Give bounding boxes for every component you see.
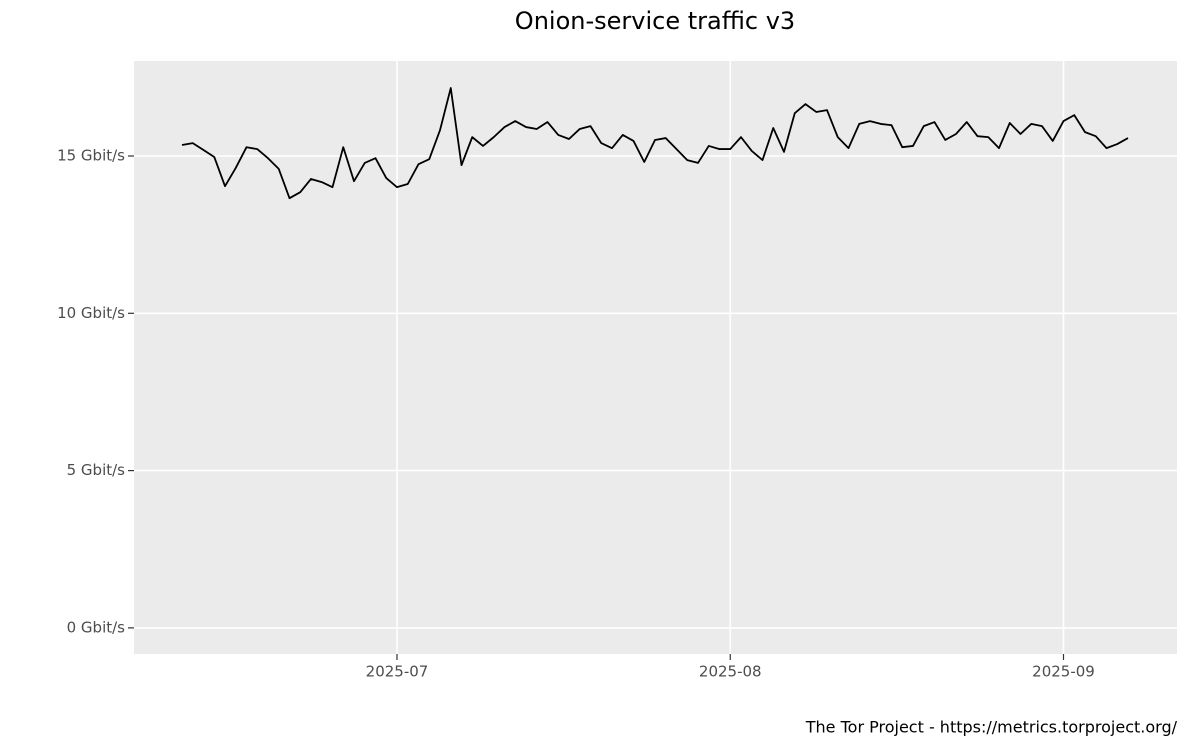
y-tick-label: 15 Gbit/s [57,147,125,165]
y-tick-label: 5 Gbit/s [67,461,126,479]
y-tick-label: 0 Gbit/s [67,618,126,636]
chart-title: Onion-service traffic v3 [515,7,795,35]
plot-panel [134,61,1177,654]
data-line [181,87,1129,200]
y-tick-label: 10 Gbit/s [57,304,125,322]
caption: The Tor Project - https://metrics.torpro… [805,718,1178,737]
x-tick-label: 2025-09 [1032,663,1095,681]
x-tick-label: 2025-08 [699,663,762,681]
x-tick-label: 2025-07 [366,663,429,681]
